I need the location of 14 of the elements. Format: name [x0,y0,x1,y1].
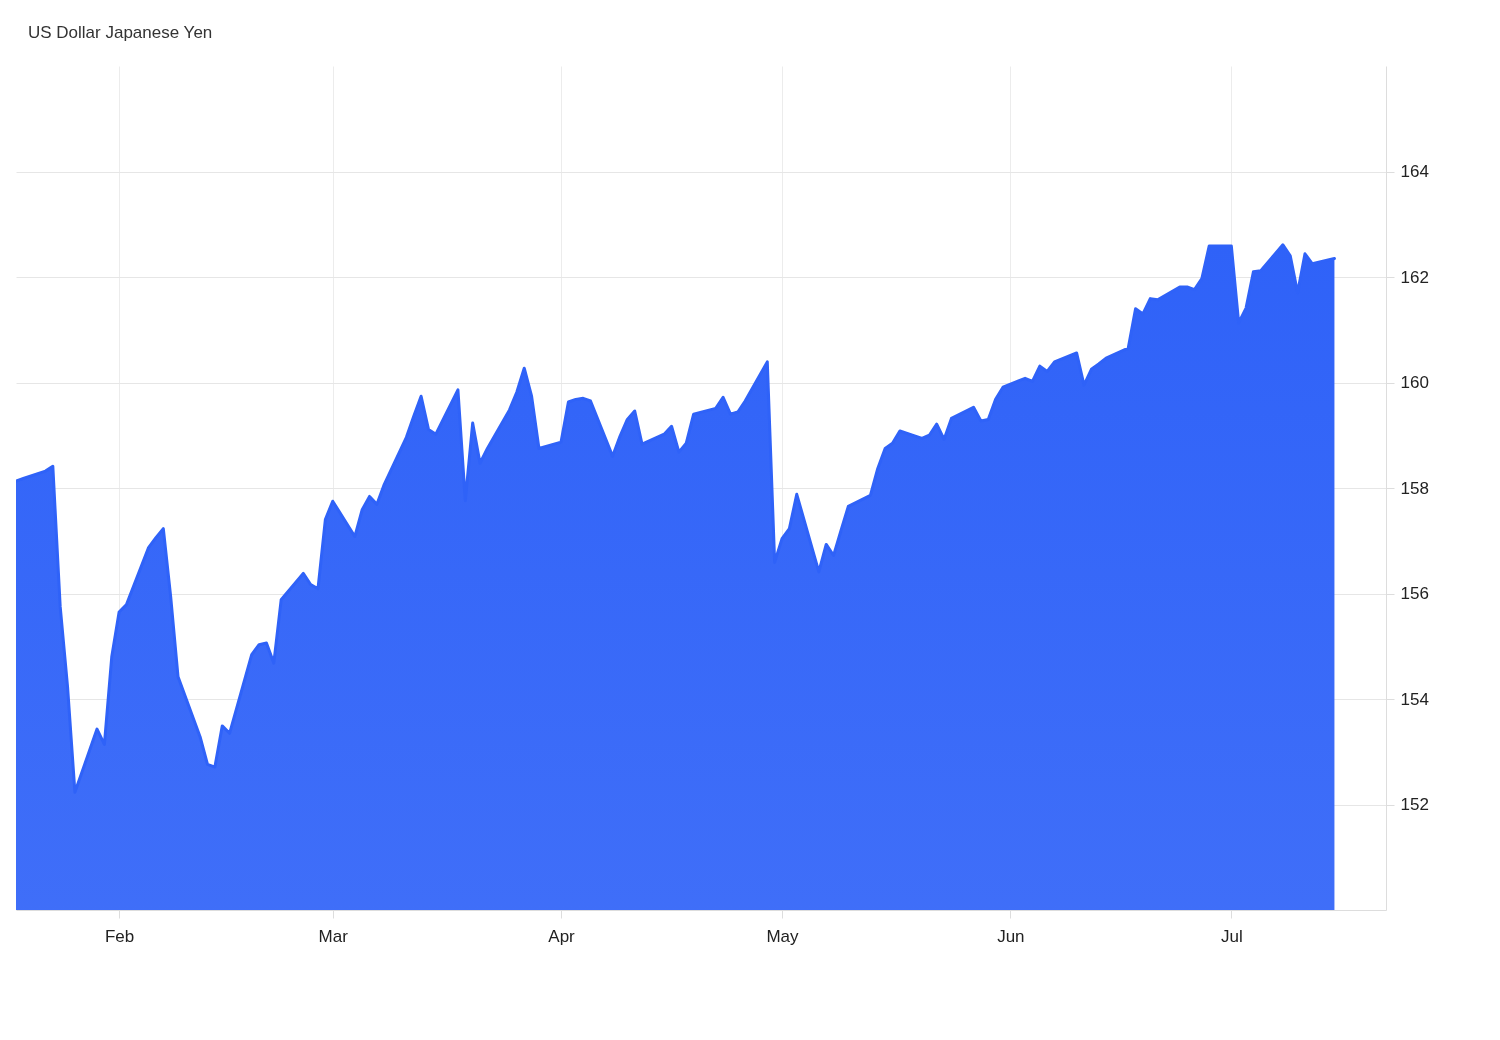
x-tick-label: May [766,926,800,946]
x-tick-label: Mar [318,926,349,946]
y-tick-label: 158 [1400,478,1429,498]
y-tick-label: 164 [1400,162,1429,181]
y-tick-label: 160 [1400,373,1429,392]
y-tick-label: 154 [1400,689,1429,709]
x-tick-label: Feb [104,926,135,946]
y-tick-label: 156 [1400,584,1429,603]
y-tick-label: 162 [1400,267,1429,287]
x-tick-label: Apr [548,926,576,946]
y-tick-label: 152 [1400,795,1429,814]
x-tick-label: Jul [1220,926,1243,946]
chart-title: US Dollar Japanese Yen [28,23,213,42]
x-tick-label: Jun [997,926,1025,946]
